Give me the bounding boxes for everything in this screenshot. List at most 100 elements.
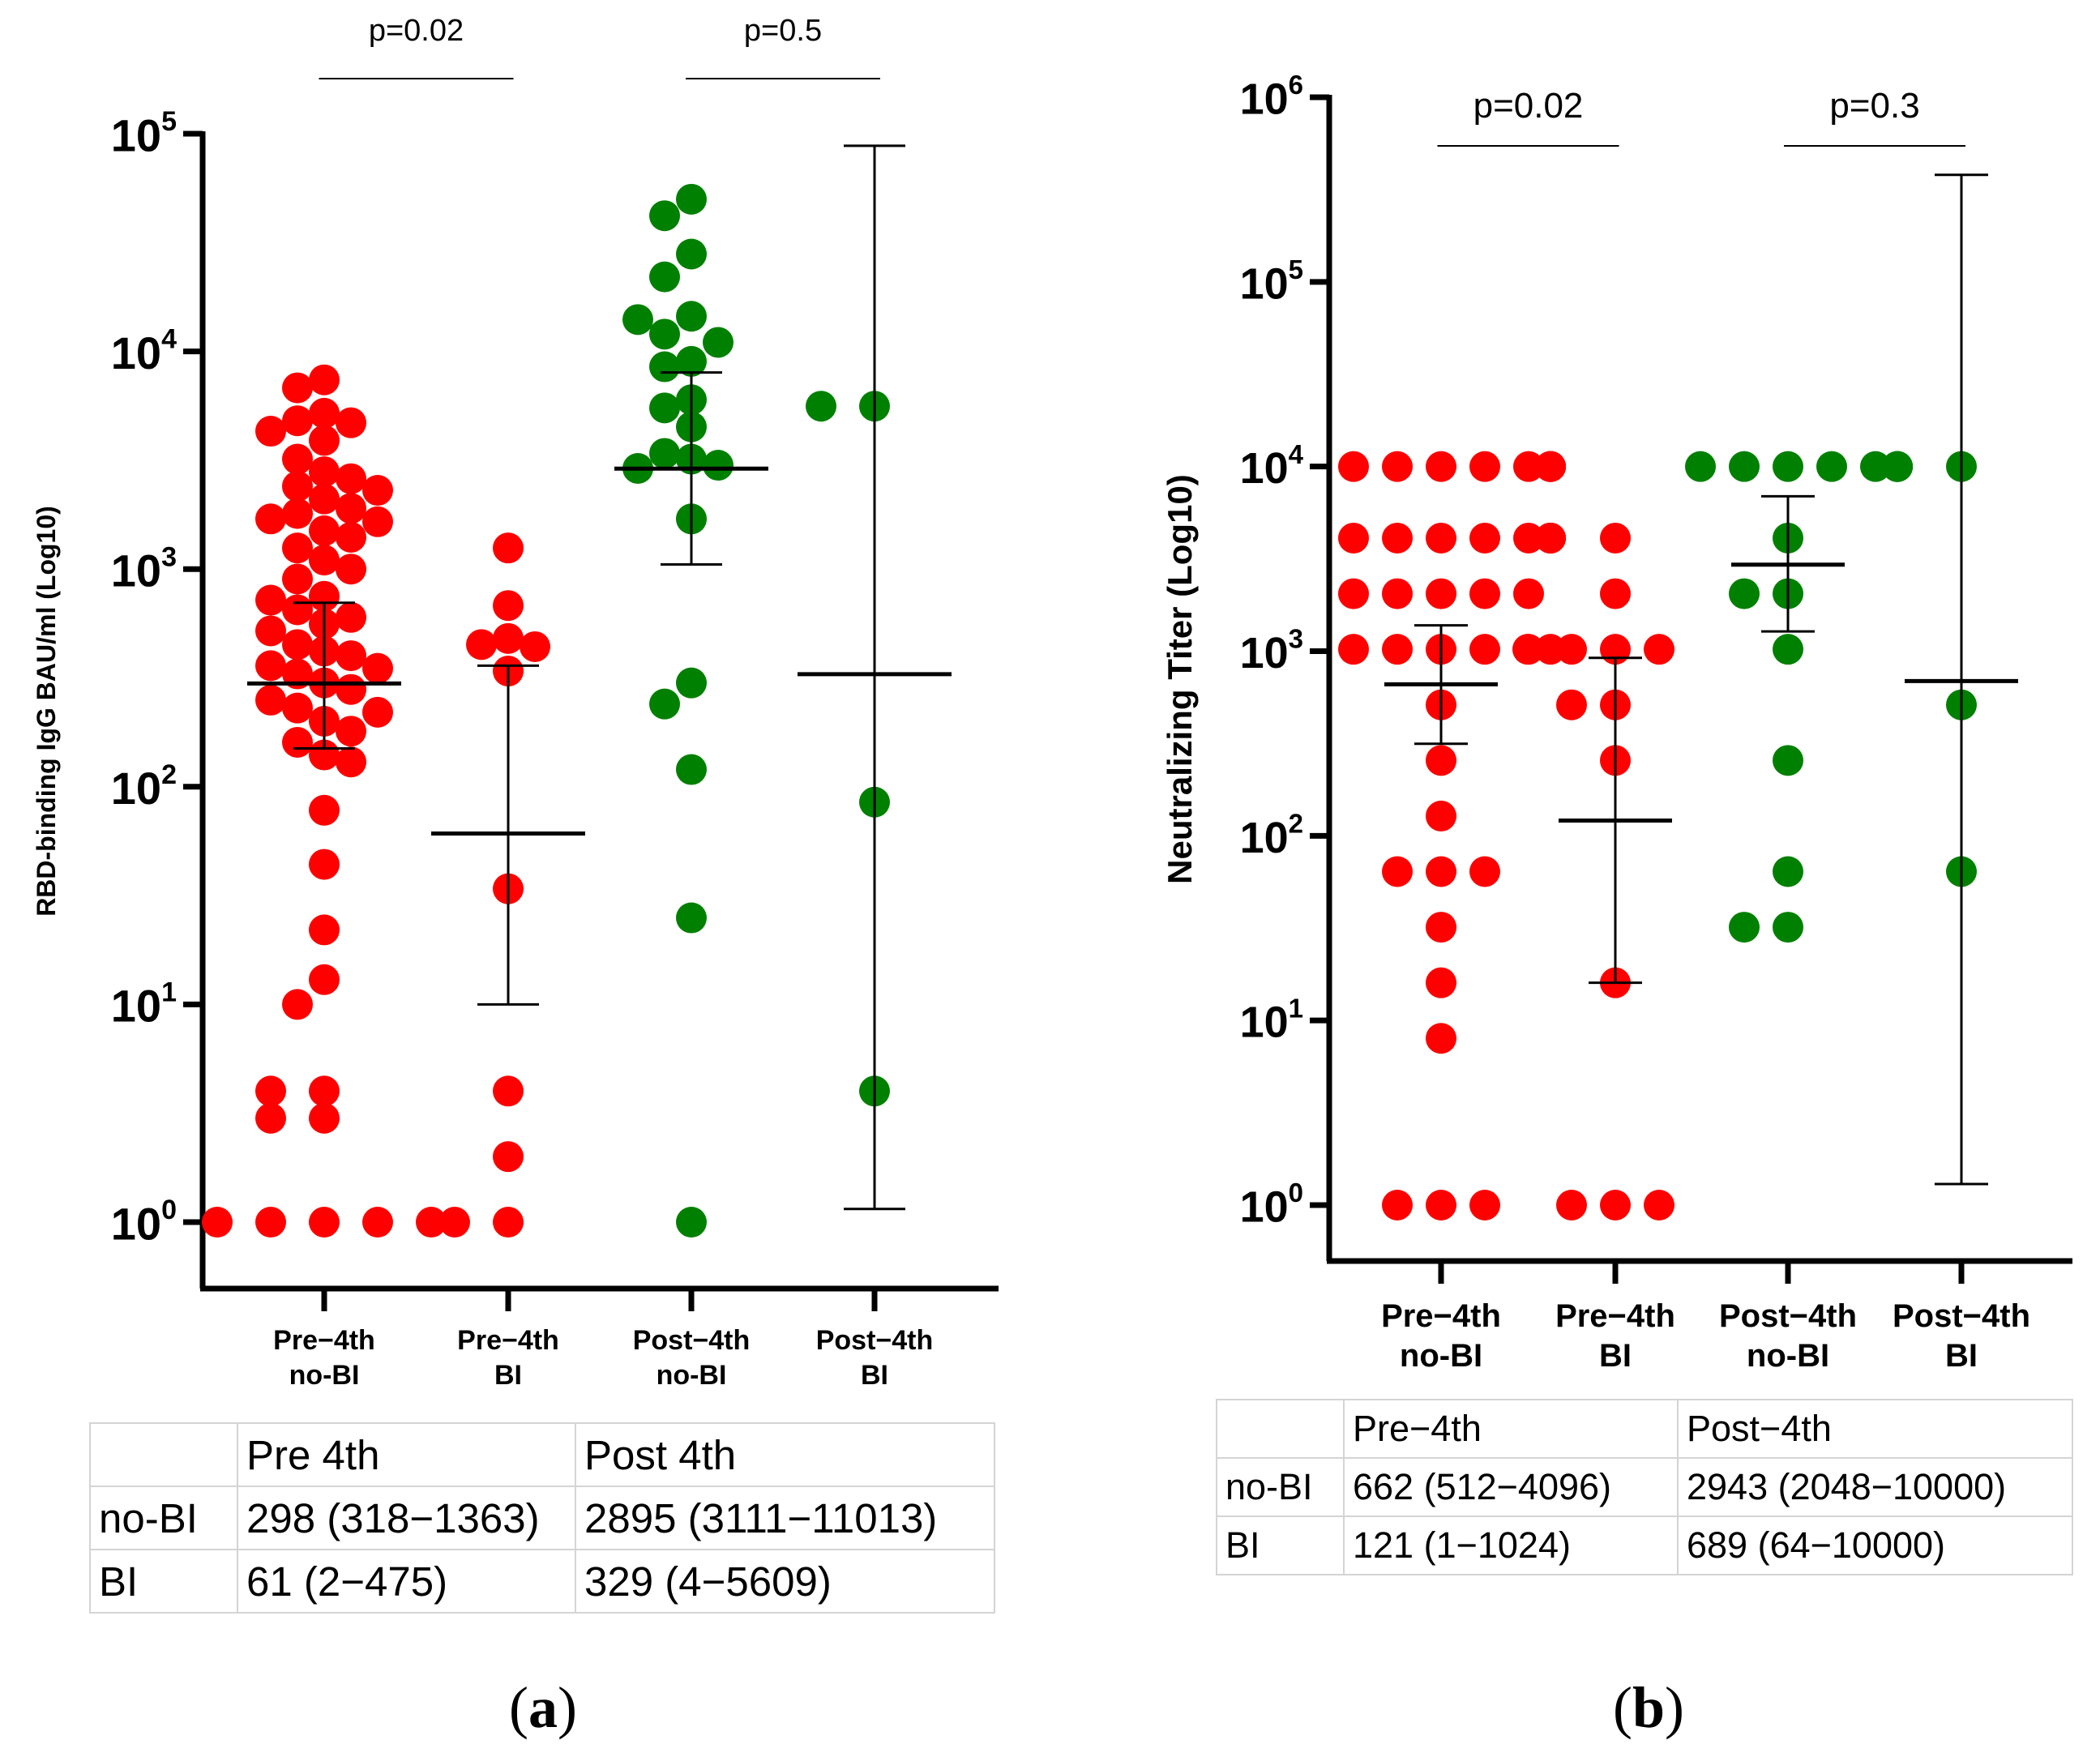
data-point xyxy=(336,463,366,494)
data-point xyxy=(1556,689,1587,720)
data-point xyxy=(649,438,680,469)
summary-table-b: Pre−4th Post−4th no-BI 662 (512−4096) 29… xyxy=(1216,1399,2073,1575)
data-point xyxy=(1535,451,1566,482)
p-value-label: p=0.02 xyxy=(1473,86,1584,126)
x-tick-label: BI xyxy=(861,1360,888,1391)
data-point xyxy=(309,483,340,515)
data-point xyxy=(1816,451,1847,482)
series-post-4th-no-bi xyxy=(614,183,768,1238)
data-point xyxy=(282,726,313,758)
data-point xyxy=(1600,1190,1631,1220)
data-point xyxy=(1685,451,1716,482)
y-tick-base: 10 xyxy=(1240,629,1289,678)
data-point xyxy=(649,392,680,424)
data-point xyxy=(309,397,340,429)
data-point xyxy=(282,563,313,595)
data-point xyxy=(1469,451,1500,482)
table-cell: Pre 4th xyxy=(237,1422,576,1487)
data-point xyxy=(1644,1190,1674,1220)
data-point xyxy=(676,238,707,270)
x-tick-label: Post−4th xyxy=(1893,1298,2030,1334)
data-point xyxy=(1426,745,1456,776)
data-point xyxy=(703,450,734,481)
x-tick-label: Pre−4th xyxy=(273,1325,375,1356)
data-point xyxy=(466,629,497,660)
table-header-row: Pre−4th Post−4th xyxy=(1216,1399,2073,1459)
data-point xyxy=(649,318,680,350)
y-axis-label: RBD-binding IgG BAU/ml (Log10) xyxy=(32,506,61,917)
data-point xyxy=(1338,451,1369,482)
y-tick-exponent: 5 xyxy=(161,106,177,137)
data-point xyxy=(309,425,340,456)
data-point xyxy=(1469,1190,1500,1220)
caption-a: (a) xyxy=(509,1674,577,1742)
data-point xyxy=(1426,578,1456,609)
data-point xyxy=(309,849,340,880)
data-point xyxy=(336,521,366,553)
data-point xyxy=(1512,634,1543,665)
y-tick-exponent: 3 xyxy=(1289,624,1303,654)
data-point xyxy=(362,475,393,507)
data-point xyxy=(416,1207,447,1238)
data-point xyxy=(676,1207,707,1238)
data-point xyxy=(1426,800,1456,831)
data-point xyxy=(1469,578,1500,609)
x-tick-label: Post−4th xyxy=(1719,1298,1857,1334)
data-point xyxy=(1773,912,1803,943)
y-tick-label: 105 xyxy=(1240,254,1303,308)
data-point xyxy=(202,1207,233,1238)
data-point xyxy=(362,506,393,537)
data-point xyxy=(649,261,680,293)
data-point xyxy=(520,631,550,662)
x-tick-label: Post−4th xyxy=(633,1325,751,1356)
data-point xyxy=(309,364,340,395)
data-point xyxy=(282,471,313,502)
x-tick-label: Post−4th xyxy=(816,1325,934,1356)
table-cell: 121 (1−1024) xyxy=(1343,1515,1679,1575)
data-point xyxy=(1338,522,1369,554)
series-post-4th-no-bi xyxy=(1685,451,1913,943)
data-point xyxy=(282,498,313,529)
data-point xyxy=(1382,856,1413,887)
y-tick-base: 10 xyxy=(1240,259,1289,308)
p-value-label: p=0.5 xyxy=(744,14,822,48)
data-point xyxy=(362,696,393,728)
data-point xyxy=(1382,451,1413,482)
y-tick-exponent: 2 xyxy=(1289,809,1303,839)
series-pre-4th-no-bi xyxy=(202,364,447,1238)
data-point xyxy=(1729,912,1760,943)
data-point xyxy=(255,416,286,447)
y-axis-label: Neutralizing Titer (Log10) xyxy=(1161,474,1199,884)
x-tick-label: BI xyxy=(494,1360,522,1391)
data-point xyxy=(676,183,707,215)
data-point xyxy=(622,304,653,336)
y-tick-label: 104 xyxy=(1240,439,1304,493)
caption-letter: b xyxy=(1632,1675,1666,1740)
caption-close: ) xyxy=(1665,1675,1685,1740)
y-tick-exponent: 4 xyxy=(1289,439,1304,469)
data-point xyxy=(255,1207,286,1238)
table-row: no-BI 662 (512−4096) 2943 (2048−10000) xyxy=(1216,1457,2073,1517)
data-point xyxy=(309,794,340,826)
data-point xyxy=(493,622,524,654)
p-value-label: p=0.3 xyxy=(1829,86,1919,126)
x-tick-label: BI xyxy=(1945,1338,1978,1374)
x-tick-label: Pre−4th xyxy=(1381,1298,1501,1334)
caption-open: ( xyxy=(1613,1675,1632,1740)
data-point xyxy=(1426,451,1456,482)
data-point xyxy=(255,615,286,647)
summary-table-a: Pre 4th Post 4th no-BI 298 (318−1363) 28… xyxy=(89,1422,995,1614)
table-row: BI 61 (2−475) 329 (4−5609) xyxy=(89,1549,995,1614)
y-tick-label: 103 xyxy=(1240,624,1303,678)
y-tick-exponent: 1 xyxy=(161,977,177,1007)
y-tick-label: 102 xyxy=(1240,809,1303,862)
data-point xyxy=(309,1075,340,1107)
x-tick-label: Pre−4th xyxy=(457,1325,559,1356)
data-point xyxy=(676,345,707,377)
data-point xyxy=(1600,578,1631,609)
y-tick-base: 10 xyxy=(1240,1183,1289,1232)
y-tick-exponent: 3 xyxy=(161,541,177,572)
data-point xyxy=(1535,522,1566,554)
data-point xyxy=(1644,634,1674,665)
